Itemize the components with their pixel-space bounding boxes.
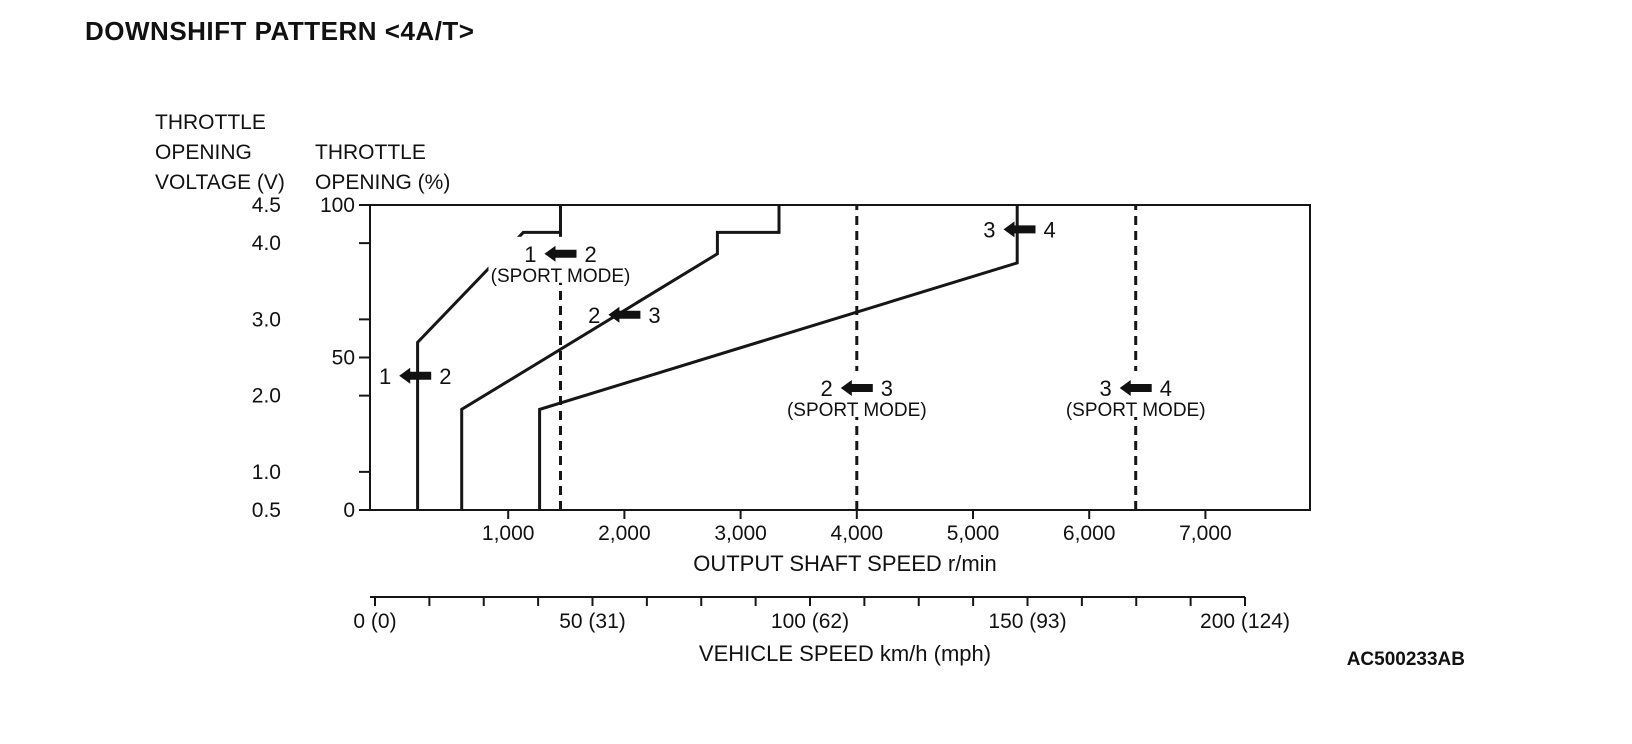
vehicle-speed-tick-label: 100 (62) (771, 610, 849, 633)
x-axis-tick-label: 3,000 (714, 522, 767, 545)
gear-from-label: 2 (821, 376, 833, 401)
gear-from-label: 3 (983, 217, 995, 242)
gear-from-label: 1 (524, 242, 536, 267)
voltage-axis-tick-label: 0.5 (252, 499, 281, 522)
voltage-axis-tick-label: 3.0 (252, 308, 281, 331)
series-downshift-3-4 (538, 205, 1019, 510)
left-arrow-icon (399, 367, 432, 384)
y-axis-voltage-label: THROTTLE OPENING VOLTAGE (V) (155, 111, 285, 194)
left-arrow-icon (840, 380, 873, 396)
vehicle-speed-tick-label: 0 (0) (353, 610, 396, 633)
vehicle-speed-axis-title: VEHICLE SPEED km/h (mph) (698, 641, 992, 666)
x-axis-title: OUTPUT SHAFT SPEED r/min (693, 551, 997, 576)
series-downshift-2-3 (460, 205, 781, 510)
left-arrow-icon (608, 306, 641, 323)
shift-label-1-2-sport: 1 2(SPORT MODE) (488, 236, 633, 287)
voltage-axis-tick-label: 4.5 (252, 194, 281, 217)
voltage-axis-tick-label: 1.0 (252, 461, 281, 484)
sport-mode-label: (SPORT MODE) (491, 266, 631, 287)
voltage-axis-tick-label: 4.0 (252, 232, 281, 255)
vehicle-speed-tick-label: 150 (93) (988, 610, 1066, 633)
gear-to-label: 3 (648, 303, 660, 328)
percent-axis-tick-label: 100 (320, 194, 355, 217)
x-axis-tick-label: 5,000 (947, 522, 1000, 545)
sport-mode-label: (SPORT MODE) (787, 400, 927, 421)
figure-code: AC500233AB (1346, 649, 1465, 670)
label-mask (784, 371, 929, 417)
left-arrow-icon (1119, 380, 1152, 396)
shift-label-3-4-sport: 3 4(SPORT MODE) (1063, 371, 1208, 421)
x-axis-tick-label: 4,000 (831, 522, 884, 545)
x-axis-tick-label: 6,000 (1063, 522, 1116, 545)
left-arrow-icon (1003, 221, 1036, 238)
label-mask (1063, 371, 1208, 417)
gear-from-label: 3 (1099, 376, 1111, 401)
x-axis-tick-label: 2,000 (598, 522, 651, 545)
gear-to-label: 4 (1043, 217, 1055, 242)
x-axis-tick-label: 1,000 (482, 522, 535, 545)
gear-to-label: 2 (439, 364, 451, 389)
sport-mode-label: (SPORT MODE) (1066, 400, 1206, 421)
vehicle-speed-tick-label: 50 (31) (559, 610, 626, 633)
gear-from-label: 1 (379, 364, 391, 389)
percent-axis-tick-label: 0 (343, 499, 355, 522)
page-title: DOWNSHIFT PATTERN <4A/T> (85, 16, 475, 46)
voltage-axis-tick-label: 2.0 (252, 385, 281, 408)
gear-to-label: 2 (584, 242, 596, 267)
x-axis-tick-label: 7,000 (1179, 522, 1232, 545)
gear-to-label: 4 (1160, 376, 1172, 401)
shift-label-2-3-sport: 2 3(SPORT MODE) (784, 371, 929, 421)
y-axis-percent-label: THROTTLE OPENING (%) (315, 141, 451, 194)
gear-from-label: 2 (588, 303, 600, 328)
percent-axis-tick-label: 50 (332, 347, 355, 370)
gear-to-label: 3 (881, 376, 893, 401)
vehicle-speed-tick-label: 200 (124) (1200, 610, 1290, 633)
left-arrow-icon (544, 245, 577, 262)
label-mask (488, 236, 633, 283)
